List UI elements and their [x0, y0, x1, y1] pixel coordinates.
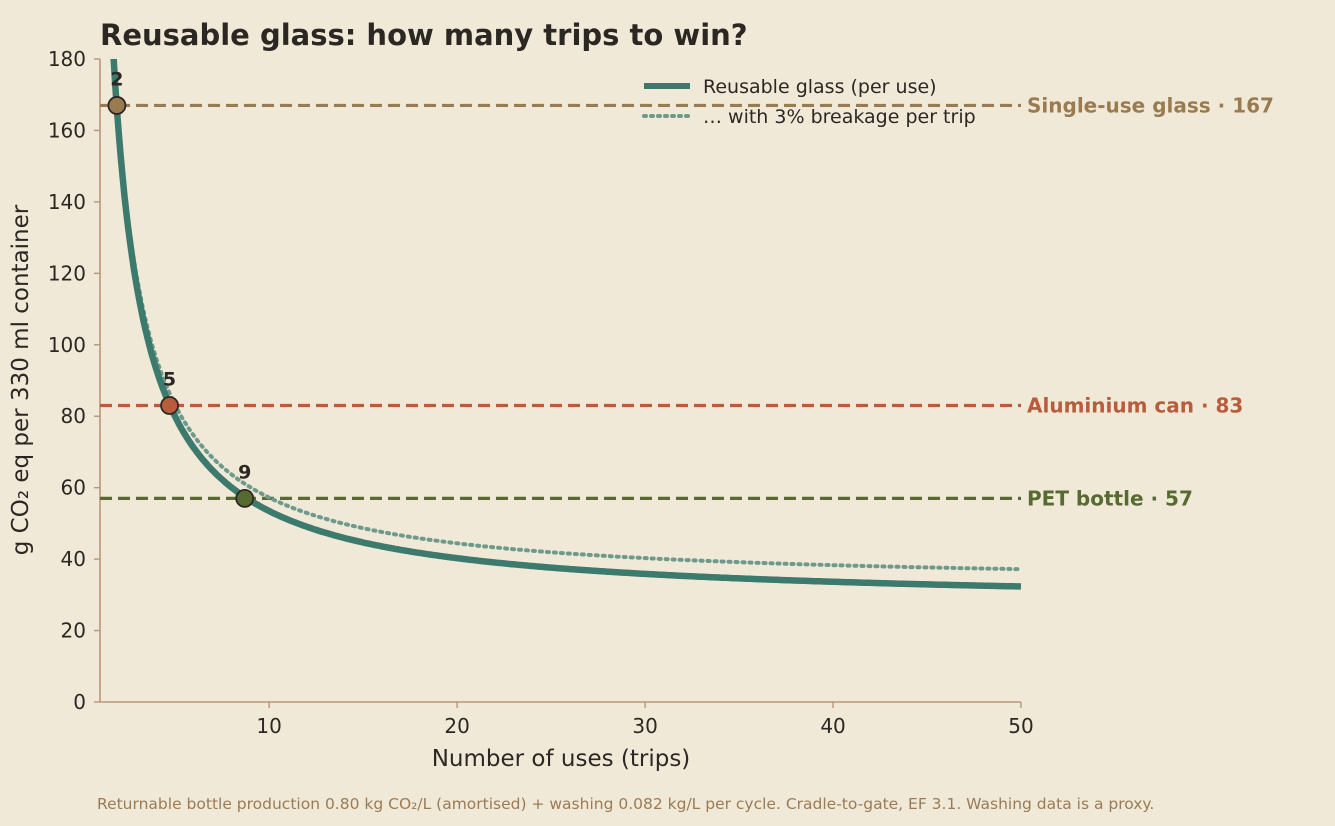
series-line-0 [110, 59, 1021, 590]
reference-label-0: Single-use glass · 167 [1027, 93, 1274, 117]
y-tick-label: 120 [48, 261, 86, 285]
y-tick-label: 180 [48, 47, 86, 71]
marker-label-0: 2 [110, 68, 123, 90]
chart-title: Reusable glass: how many trips to win? [100, 18, 748, 52]
x-tick-label: 10 [256, 714, 281, 738]
marker-label-2: 9 [238, 461, 251, 483]
series-line-1 [112, 59, 1021, 572]
y-tick-label: 140 [48, 190, 86, 214]
y-axis-label: g CO₂ eq per 330 ml container [8, 204, 34, 555]
marker-2 [235, 488, 255, 508]
legend-solid-label: Reusable glass (per use) [703, 76, 937, 98]
legend: Reusable glass (per use) … with 3% break… [642, 76, 976, 128]
y-tick-label: 40 [61, 547, 86, 571]
y-tick-label: 20 [61, 619, 86, 643]
y-tick-label: 100 [48, 333, 86, 357]
x-tick-label: 30 [632, 714, 657, 738]
marker-label-1: 5 [163, 369, 176, 391]
y-tick-label: 60 [61, 476, 86, 500]
marker-0 [107, 96, 127, 115]
marker-1 [160, 396, 179, 415]
x-axis-label: Number of uses (trips) [432, 746, 691, 772]
x-tick-label: 20 [444, 714, 469, 738]
legend-dotted-label: … with 3% breakage per trip [703, 106, 976, 128]
plot-area: 0 20 40 60 80 100 120 140 160 180 10 20 30 40 50 Single… [48, 47, 1274, 738]
y-tick-label: 0 [73, 690, 86, 714]
x-tick-label: 50 [1008, 714, 1033, 738]
reference-label-2: PET bottle · 57 [1027, 486, 1193, 510]
y-tick-label: 80 [61, 404, 86, 428]
x-tick-label: 40 [820, 714, 845, 738]
y-tick-label: 160 [48, 118, 86, 142]
footnote: Returnable bottle production 0.80 kg CO₂… [97, 795, 1155, 813]
reference-label-1: Aluminium can · 83 [1027, 394, 1243, 418]
